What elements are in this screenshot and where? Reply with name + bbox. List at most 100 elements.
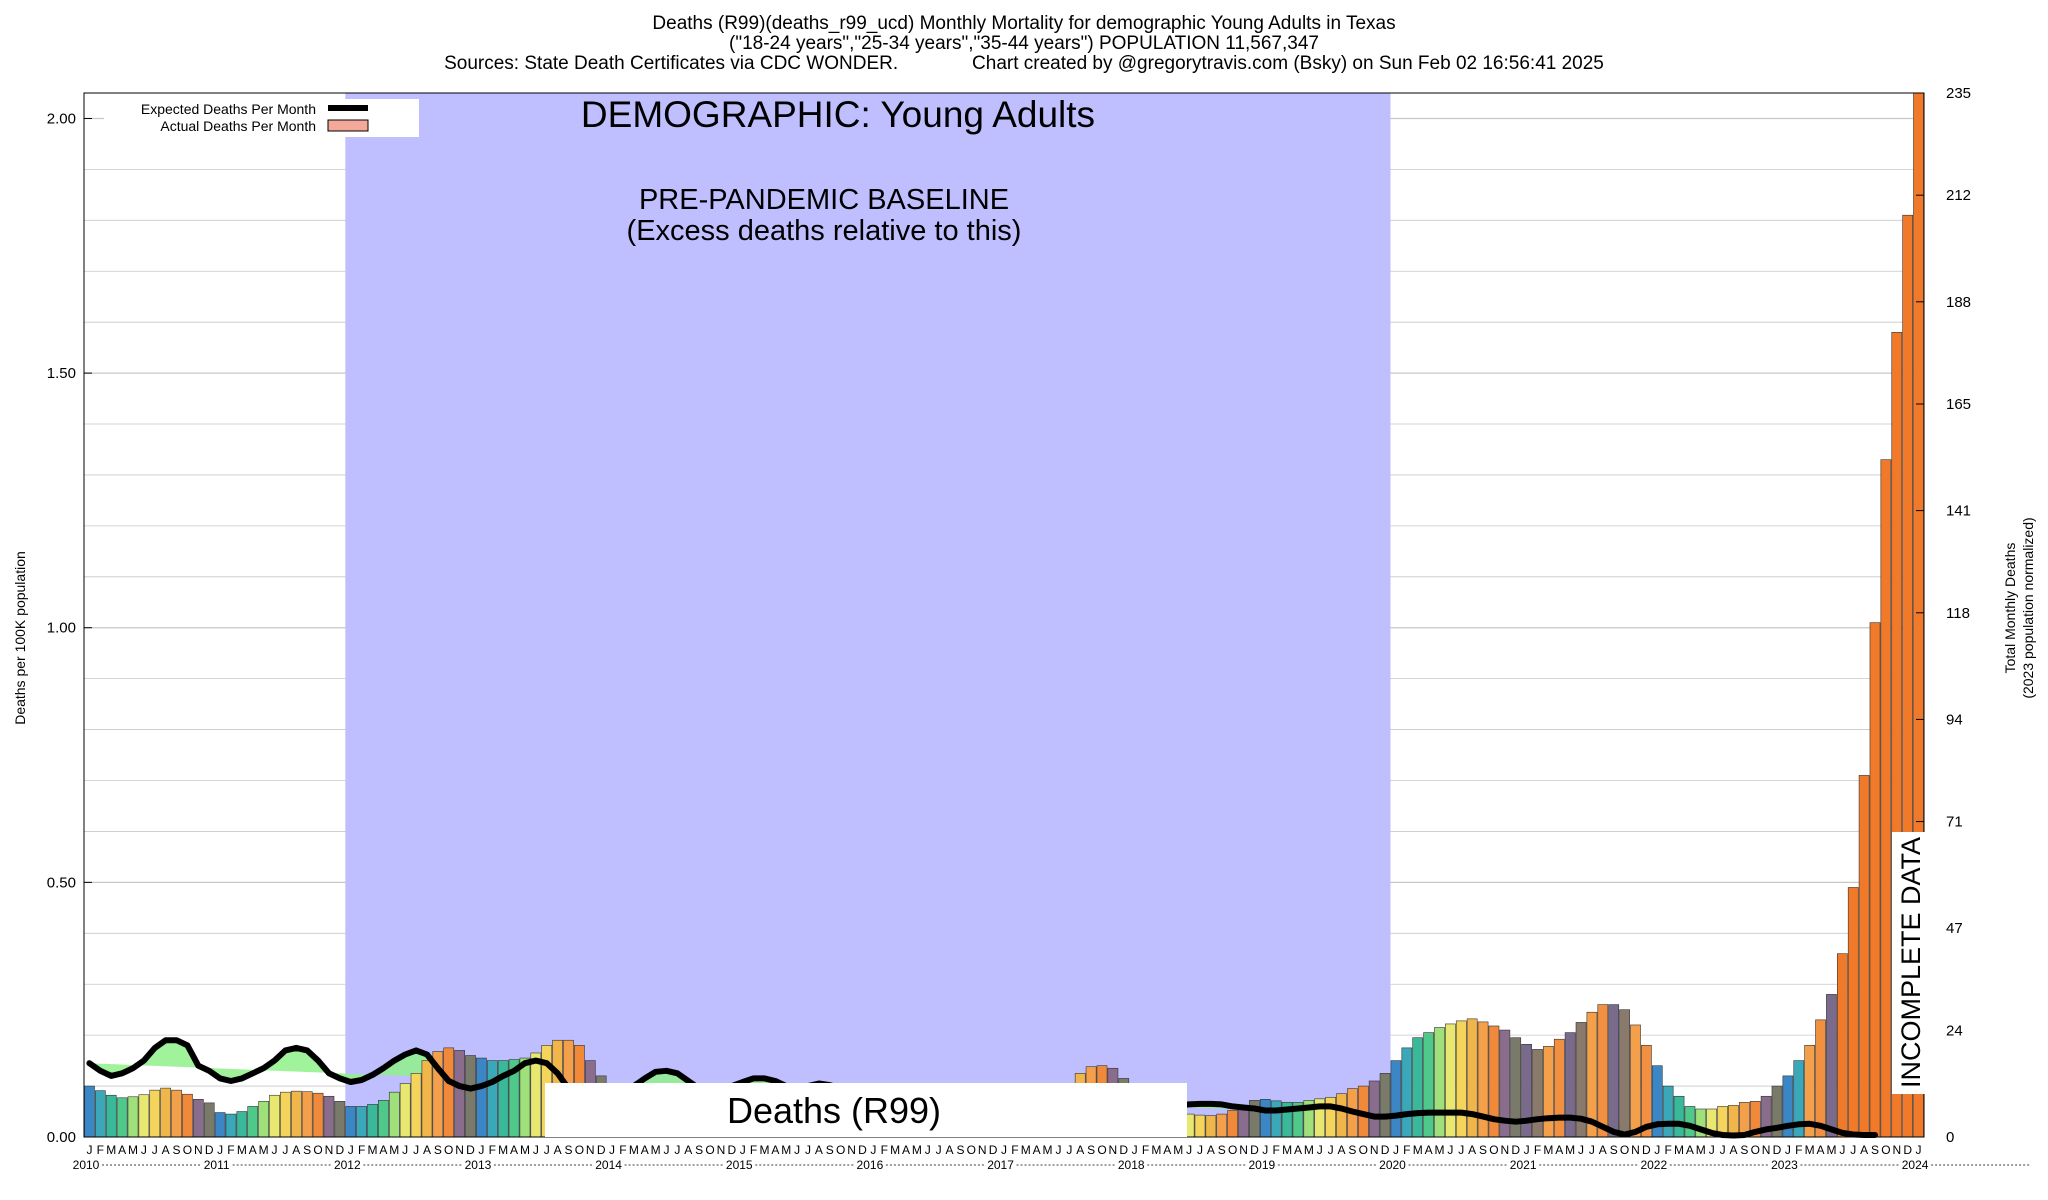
x-month-label: M bbox=[1043, 1143, 1053, 1157]
x-year-label: 2015 bbox=[726, 1158, 753, 1172]
bar bbox=[1379, 1073, 1391, 1138]
x-month-label: A bbox=[1294, 1143, 1302, 1157]
x-month-label: M bbox=[498, 1143, 508, 1157]
y2-tick-label: 188 bbox=[1946, 294, 1971, 311]
x-month-label: J bbox=[413, 1143, 419, 1157]
x-month-label: N bbox=[978, 1143, 987, 1157]
y2-tick-label: 0 bbox=[1946, 1129, 1954, 1146]
x-month-label: O bbox=[444, 1143, 453, 1157]
bar bbox=[290, 1090, 302, 1138]
y2-tick-label: 141 bbox=[1946, 503, 1971, 520]
x-month-label: D bbox=[1511, 1143, 1520, 1157]
y2-axis-label-line2: (2023 population normalized) bbox=[2020, 517, 2036, 699]
x-month-label: M bbox=[1304, 1143, 1314, 1157]
bar bbox=[1836, 953, 1848, 1138]
bar bbox=[192, 1099, 204, 1138]
bar bbox=[214, 1112, 226, 1138]
x-month-label: S bbox=[1479, 1143, 1487, 1157]
x-month-label: J bbox=[936, 1143, 942, 1157]
x-month-label: F bbox=[1795, 1143, 1802, 1157]
x-month-label: J bbox=[1785, 1143, 1791, 1157]
x-month-label: J bbox=[674, 1143, 680, 1157]
x-month-label: F bbox=[1534, 1143, 1541, 1157]
x-month-label: S bbox=[1348, 1143, 1356, 1157]
x-month-label: M bbox=[759, 1143, 769, 1157]
chart-title-line1: Deaths (R99)(deaths_r99_ucd) Monthly Mor… bbox=[652, 13, 1396, 34]
x-month-label: A bbox=[641, 1143, 649, 1157]
bar bbox=[476, 1057, 487, 1138]
x-month-label: M bbox=[1826, 1143, 1836, 1157]
x-month-label: N bbox=[586, 1143, 595, 1157]
x-month-label: N bbox=[194, 1143, 203, 1157]
x-month-label: J bbox=[1839, 1143, 1845, 1157]
x-month-label: O bbox=[183, 1143, 192, 1157]
bar bbox=[127, 1096, 139, 1138]
x-month-label: M bbox=[128, 1143, 138, 1157]
bar bbox=[1466, 1018, 1478, 1138]
bar bbox=[203, 1102, 215, 1138]
bar bbox=[149, 1089, 161, 1138]
bar bbox=[1847, 887, 1859, 1138]
legend-actual-label: Actual Deaths Per Month bbox=[160, 118, 316, 134]
x-month-label: M bbox=[1696, 1143, 1706, 1157]
x-month-label: M bbox=[1413, 1143, 1423, 1157]
x-month-label: J bbox=[544, 1143, 550, 1157]
x-month-label: J bbox=[282, 1143, 288, 1157]
chart-title-line2: ("18-24 years","25-34 years","35-44 year… bbox=[729, 33, 1319, 54]
x-month-label: S bbox=[564, 1143, 572, 1157]
bar bbox=[1543, 1046, 1554, 1138]
x-month-label: M bbox=[1021, 1143, 1031, 1157]
x-month-label: D bbox=[205, 1143, 214, 1157]
y2-tick-label: 235 bbox=[1946, 85, 1971, 102]
bar bbox=[356, 1106, 367, 1138]
bar bbox=[138, 1094, 150, 1138]
legend-actual-swatch bbox=[327, 119, 369, 132]
bar bbox=[1858, 775, 1870, 1138]
bar bbox=[1455, 1020, 1467, 1138]
x-month-label: F bbox=[1664, 1143, 1671, 1157]
x-month-label: F bbox=[881, 1143, 888, 1157]
x-month-label: N bbox=[325, 1143, 334, 1157]
bar bbox=[1597, 1004, 1609, 1138]
bar bbox=[84, 1085, 95, 1138]
bar bbox=[378, 1100, 389, 1138]
bar bbox=[94, 1090, 106, 1138]
x-month-label: S bbox=[1610, 1143, 1618, 1157]
x-month-label: D bbox=[1250, 1143, 1259, 1157]
x-month-label: J bbox=[1850, 1143, 1856, 1157]
y2-tick-label: 165 bbox=[1946, 396, 1971, 413]
incomplete-data-label-group: INCOMPLETE DATA bbox=[1892, 832, 1926, 1094]
bar bbox=[1564, 1032, 1576, 1138]
bar bbox=[1325, 1096, 1336, 1138]
x-month-label: A bbox=[1686, 1143, 1694, 1157]
x-year-label: 2019 bbox=[1249, 1158, 1276, 1172]
x-month-label: S bbox=[956, 1143, 964, 1157]
incomplete-label-bg bbox=[1892, 832, 1926, 1094]
x-month-label: D bbox=[1381, 1143, 1390, 1157]
bar bbox=[301, 1091, 313, 1138]
x-month-label: J bbox=[1066, 1143, 1072, 1157]
x-month-label: A bbox=[554, 1143, 562, 1157]
x-month-label: J bbox=[1578, 1143, 1584, 1157]
x-month-label: A bbox=[1163, 1143, 1171, 1157]
x-month-label: D bbox=[336, 1143, 345, 1157]
x-year-label: 2022 bbox=[1640, 1158, 1667, 1172]
x-month-label: D bbox=[858, 1143, 867, 1157]
x-year-label: 2016 bbox=[857, 1158, 884, 1172]
bar bbox=[269, 1094, 280, 1138]
incomplete-data-label: INCOMPLETE DATA bbox=[1896, 837, 1926, 1088]
y-tick-label: 1.50 bbox=[47, 365, 76, 382]
x-month-label: J bbox=[1328, 1143, 1334, 1157]
bar bbox=[1619, 1009, 1630, 1138]
bar bbox=[236, 1111, 248, 1138]
bar bbox=[323, 1095, 335, 1138]
x-month-label: J bbox=[740, 1143, 746, 1157]
cause-box-label: Deaths (R99) bbox=[727, 1090, 941, 1131]
x-month-label: M bbox=[237, 1143, 247, 1157]
x-month-label: F bbox=[358, 1143, 365, 1157]
x-month-label: S bbox=[1871, 1143, 1879, 1157]
x-year-label: 2021 bbox=[1510, 1158, 1537, 1172]
x-month-label: O bbox=[575, 1143, 584, 1157]
x-month-label: M bbox=[259, 1143, 269, 1157]
